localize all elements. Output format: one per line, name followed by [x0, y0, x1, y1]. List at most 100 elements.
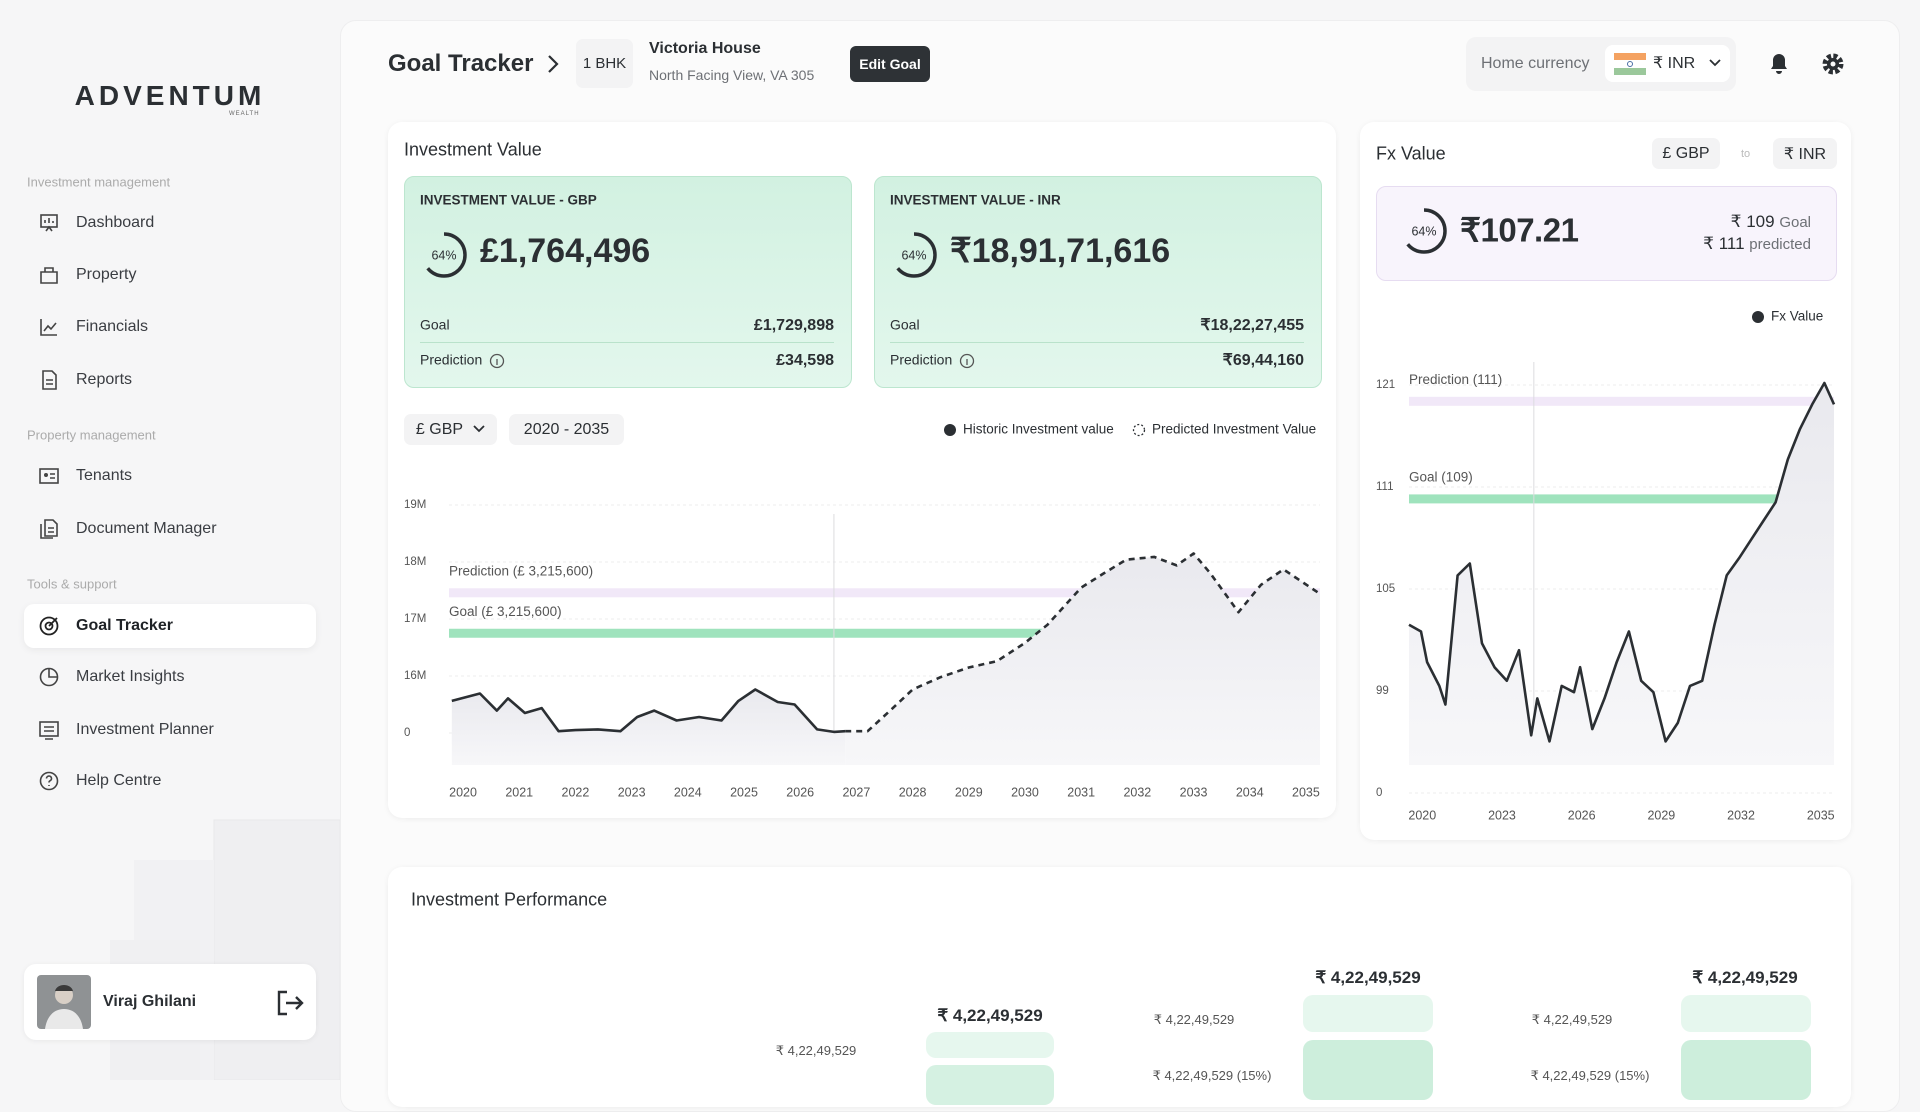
- icon: [40, 319, 57, 336]
- info-icon: [489, 353, 505, 369]
- x-tick-label: 2032: [1123, 785, 1151, 799]
- range-dropdown[interactable]: 2020 - 2035: [509, 414, 624, 445]
- nav-item[interactable]: Financials: [24, 305, 316, 349]
- value-card: [404, 176, 852, 388]
- nav-label: Goal Tracker: [76, 617, 173, 634]
- band-label: Prediction (£ 3,215,600): [449, 563, 593, 578]
- x-tick-label: 2023: [618, 785, 646, 799]
- band: [1409, 396, 1834, 406]
- user-name: Viraj Ghilani: [103, 993, 197, 1010]
- nav-item[interactable]: Market Insights: [24, 655, 316, 699]
- y-tick-label: 105: [1376, 583, 1395, 595]
- nav-label: Document Manager: [76, 520, 217, 537]
- nav-item[interactable]: Reports: [24, 358, 316, 402]
- prediction-value: £34,598: [776, 352, 834, 369]
- logout-icon[interactable]: [276, 990, 304, 1016]
- icon: [40, 519, 58, 539]
- legend-label: Fx Value: [1771, 309, 1823, 324]
- legend-label: Historic Investment value: [963, 422, 1114, 437]
- currency-select[interactable]: ₹ INR: [1605, 45, 1730, 82]
- nav-label: Tenants: [76, 467, 133, 484]
- sidebar: ADVENTUM WEALTH Investment management Da…: [0, 0, 340, 1080]
- value-card-amount: £1,764,496: [480, 232, 650, 270]
- page-title: Goal Tracker: [388, 50, 534, 77]
- flag: [1614, 53, 1646, 75]
- chevron: [1709, 59, 1721, 67]
- x-tick-label: 2026: [786, 785, 814, 799]
- card-title: Investment Performance: [411, 889, 608, 910]
- progress-ring: [421, 232, 467, 278]
- user-card[interactable]: Viraj Ghilani: [24, 964, 316, 1040]
- section-label: Investment management: [27, 174, 171, 190]
- x-tick-label: 2030: [1011, 785, 1039, 799]
- nav-item[interactable]: Document Manager: [24, 507, 316, 551]
- nav-label: Financials: [76, 318, 149, 335]
- y-tick-label: 18M: [404, 556, 426, 568]
- fx-goal-word: Goal: [1779, 214, 1811, 231]
- x-tick-label: 2022: [562, 785, 590, 799]
- x-tick-label: 2034: [1236, 785, 1264, 799]
- icon: [39, 468, 59, 484]
- nav-item[interactable]: Property: [24, 253, 316, 297]
- fx-goal-value: ₹ 109: [1730, 212, 1775, 231]
- area: [845, 553, 1320, 765]
- fx-summary: [1376, 186, 1837, 281]
- perf-side: ₹ 4,22,49,529: [1531, 1012, 1613, 1027]
- unit-badge: 1 BHK: [576, 39, 633, 88]
- card-title: Investment Value: [404, 139, 542, 160]
- x-tick-label: 2021: [505, 785, 533, 799]
- band-label: Goal (£ 3,215,600): [449, 604, 562, 619]
- nav-label: Reports: [76, 371, 133, 388]
- value-card: [874, 176, 1322, 388]
- nav-item[interactable]: Tenants: [24, 454, 316, 498]
- info-icon: [959, 353, 975, 369]
- property-address: North Facing View, VA 305: [649, 67, 815, 83]
- fx-to-word: to: [1741, 148, 1751, 160]
- prediction-label: Prediction: [420, 352, 482, 368]
- y-tick-label: 111: [1376, 481, 1393, 493]
- goal-label: Goal: [890, 317, 920, 333]
- fx-from[interactable]: £ GBP: [1652, 138, 1720, 169]
- x-tick-label: 2029: [1647, 808, 1675, 822]
- settings-icon[interactable]: [1821, 52, 1845, 76]
- currency-box: Home currency ₹ INR: [1466, 37, 1736, 91]
- perf-bar: [1303, 995, 1433, 1032]
- nav-item-active[interactable]: Goal Tracker: [24, 604, 316, 648]
- x-tick-label: 2032: [1727, 808, 1755, 822]
- band-label: Goal (109): [1409, 469, 1473, 484]
- area: [451, 689, 846, 765]
- fx-predicted-word: predicted: [1749, 236, 1811, 253]
- perf-top: ₹ 4,22,49,529: [1315, 968, 1421, 987]
- fx-value: ₹107.21: [1460, 211, 1579, 249]
- nav-item[interactable]: Help Centre: [24, 759, 316, 803]
- progress-ring: [1401, 208, 1447, 254]
- avatar: [37, 975, 91, 1029]
- band: [1409, 494, 1834, 504]
- logo-sub: WEALTH: [229, 111, 260, 117]
- perf-side: ₹ 4,22,49,529 (15%): [1530, 1068, 1650, 1083]
- y-tick-label: 0: [1376, 787, 1382, 799]
- currency-dropdown[interactable]: £ GBP: [404, 414, 497, 445]
- icon: [39, 616, 59, 636]
- nav-label: Investment Planner: [76, 721, 214, 738]
- breadcrumb-chevron: [548, 55, 559, 73]
- card-title: Fx Value: [1376, 143, 1446, 164]
- fx-to[interactable]: ₹ INR: [1773, 138, 1837, 169]
- y-tick-label: 121: [1376, 379, 1395, 391]
- x-tick-label: 2033: [1180, 785, 1208, 799]
- fx-predicted-value: ₹ 111: [1703, 234, 1745, 253]
- goal-value: ₹18,22,27,455: [1200, 317, 1304, 334]
- icon: [39, 721, 59, 740]
- section-label: Tools & support: [27, 576, 117, 592]
- nav-item[interactable]: Dashboard: [24, 201, 316, 245]
- bell-icon[interactable]: [1768, 52, 1790, 76]
- legend-marker: [944, 424, 956, 436]
- x-tick-label: 2035: [1807, 808, 1835, 822]
- x-tick-label: 2028: [899, 785, 927, 799]
- y-tick-label: 99: [1376, 685, 1389, 697]
- legend-marker: [1752, 311, 1764, 323]
- edit-goal-button[interactable]: Edit Goal: [850, 46, 930, 82]
- nav-item[interactable]: Investment Planner: [24, 708, 316, 752]
- x-tick-label: 2026: [1568, 808, 1596, 822]
- icon: [40, 214, 58, 232]
